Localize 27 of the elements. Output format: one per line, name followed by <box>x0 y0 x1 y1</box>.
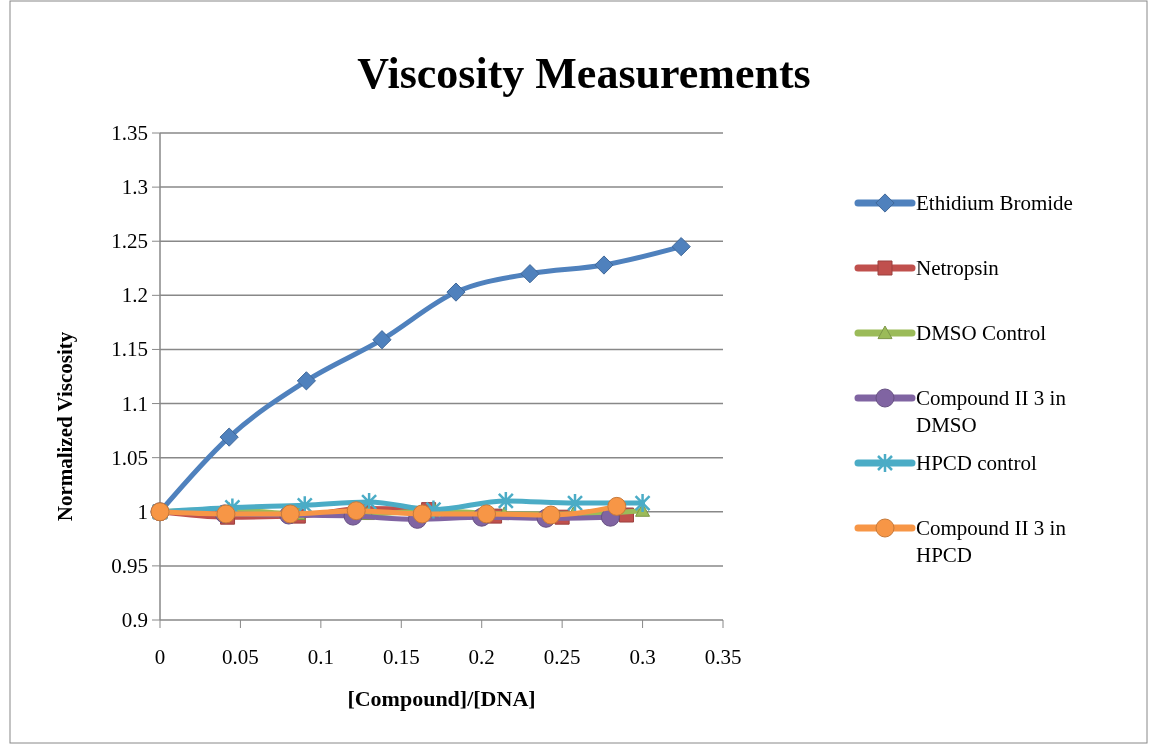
x-tick-label: 0.35 <box>704 645 742 669</box>
x-tick-label: 0.2 <box>468 645 495 669</box>
y-axis-title: Normalized Viscosity <box>53 331 77 522</box>
y-tick-label: 1.35 <box>111 121 148 145</box>
legend-label: DMSO Control <box>916 321 1047 345</box>
legend-label: Ethidium Bromide <box>916 191 1073 215</box>
legend-label: Netropsin <box>916 256 1000 280</box>
chart-title: Viscosity Measurements <box>357 49 811 98</box>
y-tick-label: 1 <box>137 499 148 524</box>
y-tick-label: 1.05 <box>111 445 148 470</box>
legend-label: HPCD control <box>916 451 1037 475</box>
y-tick-label: 1.2 <box>121 283 148 308</box>
y-tick-label: 0.9 <box>121 608 148 632</box>
y-tick-label: 1.3 <box>121 175 148 200</box>
y-tick-label: 1.1 <box>121 391 148 416</box>
x-tick-label: 0.15 <box>382 645 420 669</box>
y-tick-label: 1.15 <box>111 337 148 362</box>
x-tick-label: 0.1 <box>307 645 334 669</box>
legend-label: Compound II 3 in HPCD <box>916 516 1067 567</box>
x-tick-label: 0 <box>154 645 166 669</box>
x-tick-label: 0.25 <box>543 645 581 669</box>
y-tick-label: 1.25 <box>111 229 148 254</box>
x-tick-label: 0.05 <box>222 645 259 669</box>
y-tick-label: 0.95 <box>111 553 148 578</box>
legend-label: Compound II 3 in DMSO <box>916 386 1067 437</box>
x-axis-title: [Compound]/[DNA] <box>347 686 536 711</box>
x-tick-label: 0.3 <box>629 645 656 669</box>
